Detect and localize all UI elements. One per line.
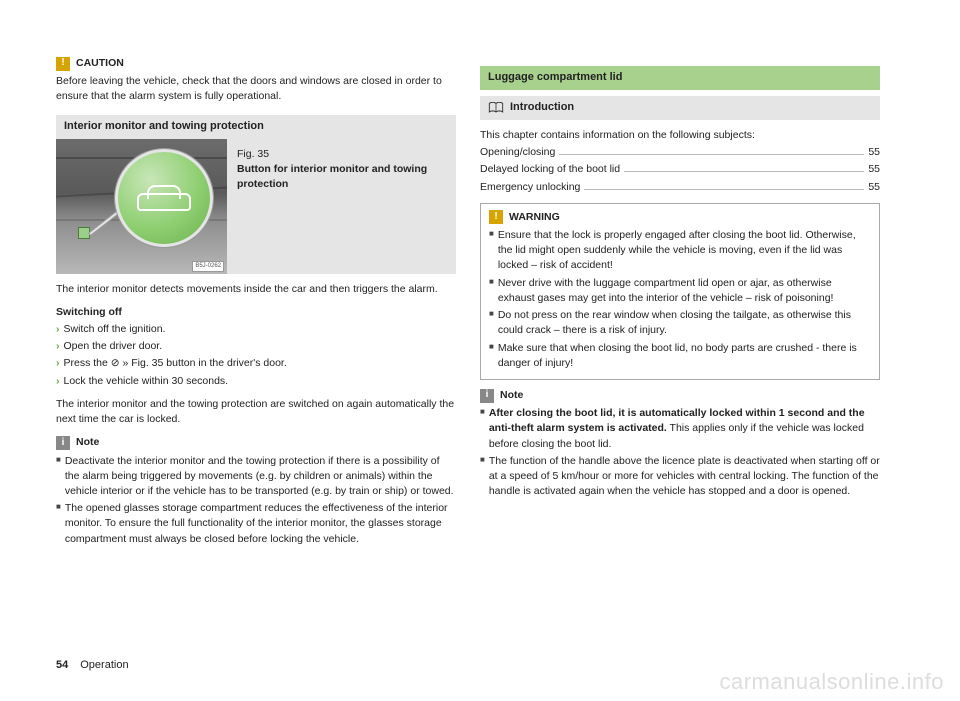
warning-item-4: ■Make sure that when closing the boot li… (489, 341, 871, 371)
toc-page: 55 (868, 162, 880, 177)
note-heading: i Note (56, 435, 456, 450)
warning-item-3: ■Do not press on the rear window when cl… (489, 308, 871, 338)
car-outline-icon (137, 185, 191, 211)
figure-ref-code: B5J-0262 (192, 261, 224, 272)
caution-title: CAUTION (76, 56, 124, 71)
interior-monitor-desc: The interior monitor detects movements i… (56, 282, 456, 297)
page-number: 54 (56, 659, 68, 671)
info-icon: i (480, 389, 494, 403)
intro-text: This chapter contains information on the… (480, 128, 880, 143)
toc-line-3: Emergency unlocking 55 (480, 180, 880, 195)
warning-icon: ! (56, 57, 70, 71)
figure-image: B5J-0262 (56, 139, 227, 274)
toc-label: Delayed locking of the boot lid (480, 162, 620, 177)
step-4: › Lock the vehicle within 30 seconds. (56, 374, 456, 389)
warning-box: ! WARNING ■Ensure that the lock is prope… (480, 203, 880, 380)
zoom-circle (115, 149, 213, 247)
square-bullet-icon: ■ (489, 341, 494, 371)
watermark: carmanualsonline.info (719, 669, 944, 695)
chevron-icon: › (56, 339, 60, 354)
figure-caption: Fig. 35 Button for interior monitor and … (227, 139, 456, 274)
chevron-icon: › (56, 356, 60, 371)
step-text: Switch off the ignition. (64, 322, 166, 337)
square-bullet-icon: ■ (489, 308, 494, 338)
warning-item-1: ■Ensure that the lock is properly engage… (489, 228, 871, 274)
step-text: Lock the vehicle within 30 seconds. (64, 374, 229, 389)
book-icon (488, 102, 504, 114)
step-1: › Switch off the ignition. (56, 322, 456, 337)
toc-page: 55 (868, 180, 880, 195)
toc-page: 55 (868, 145, 880, 160)
square-bullet-icon: ■ (489, 276, 494, 306)
square-bullet-icon: ■ (56, 454, 61, 500)
note-item-r1: ■ After closing the boot lid, it is auto… (480, 406, 880, 452)
step-2: › Open the driver door. (56, 339, 456, 354)
warning-text: Ensure that the lock is properly engaged… (498, 228, 871, 274)
figure-block: B5J-0262 Fig. 35 Button for interior mon… (56, 139, 456, 274)
note-title: Note (76, 435, 99, 450)
right-column: Luggage compartment lid Introduction Thi… (480, 56, 880, 547)
chevron-icon: › (56, 374, 60, 389)
section-heading-interior: Interior monitor and towing protection (56, 115, 456, 139)
note-text: The function of the handle above the lic… (489, 454, 880, 500)
note-title: Note (500, 388, 523, 403)
warning-text: Never drive with the luggage compartment… (498, 276, 871, 306)
note-text: The opened glasses storage compartment r… (65, 501, 456, 547)
page-footer: 54 Operation (56, 659, 129, 671)
note-heading-right: i Note (480, 388, 880, 403)
caution-heading: ! CAUTION (56, 56, 456, 71)
note-text: Deactivate the interior monitor and the … (65, 454, 456, 500)
step-text: Open the driver door. (64, 339, 163, 354)
toc-label: Opening/closing (480, 145, 555, 160)
note-text: After closing the boot lid, it is automa… (489, 406, 880, 452)
square-bullet-icon: ■ (480, 406, 485, 452)
chapter-name: Operation (80, 659, 128, 671)
note-item-1: ■Deactivate the interior monitor and the… (56, 454, 456, 500)
toc-line-1: Opening/closing 55 (480, 145, 880, 160)
toc-leader (559, 154, 864, 155)
warning-item-2: ■Never drive with the luggage compartmen… (489, 276, 871, 306)
figure-number: Fig. 35 (237, 147, 446, 162)
section-heading-luggage: Luggage compartment lid (480, 66, 880, 90)
note-item-r2: ■ The function of the handle above the l… (480, 454, 880, 500)
square-bullet-icon: ■ (480, 454, 485, 500)
figure-title: Button for interior monitor and towing p… (237, 163, 427, 190)
switching-off-title: Switching off (56, 305, 456, 320)
warning-icon: ! (489, 210, 503, 224)
warning-title: WARNING (509, 210, 560, 225)
info-icon: i (56, 436, 70, 450)
chevron-icon: › (56, 322, 60, 337)
interior-monitor-note: The interior monitor and the towing prot… (56, 397, 456, 427)
note-item-2: ■The opened glasses storage compartment … (56, 501, 456, 547)
toc-line-2: Delayed locking of the boot lid 55 (480, 162, 880, 177)
toc-leader (584, 189, 864, 190)
step-text: Press the ⊘ » Fig. 35 button in the driv… (64, 356, 287, 371)
intro-bar: Introduction (480, 96, 880, 120)
intro-title: Introduction (510, 100, 574, 116)
square-bullet-icon: ■ (56, 501, 61, 547)
left-column: ! CAUTION Before leaving the vehicle, ch… (56, 56, 456, 547)
toc-leader (624, 171, 864, 172)
warning-text: Make sure that when closing the boot lid… (498, 341, 871, 371)
toc-label: Emergency unlocking (480, 180, 580, 195)
page: ! CAUTION Before leaving the vehicle, ch… (0, 0, 960, 567)
caution-text: Before leaving the vehicle, check that t… (56, 74, 456, 104)
step-3: › Press the ⊘ » Fig. 35 button in the dri… (56, 356, 456, 371)
warning-text: Do not press on the rear window when clo… (498, 308, 871, 338)
warning-heading: ! WARNING (489, 210, 871, 225)
square-bullet-icon: ■ (489, 228, 494, 274)
